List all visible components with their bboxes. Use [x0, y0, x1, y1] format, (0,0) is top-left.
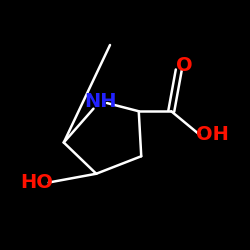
Text: HO: HO [20, 173, 53, 192]
Text: OH: OH [196, 126, 228, 144]
Text: O: O [176, 56, 192, 75]
Text: NH: NH [84, 92, 116, 111]
